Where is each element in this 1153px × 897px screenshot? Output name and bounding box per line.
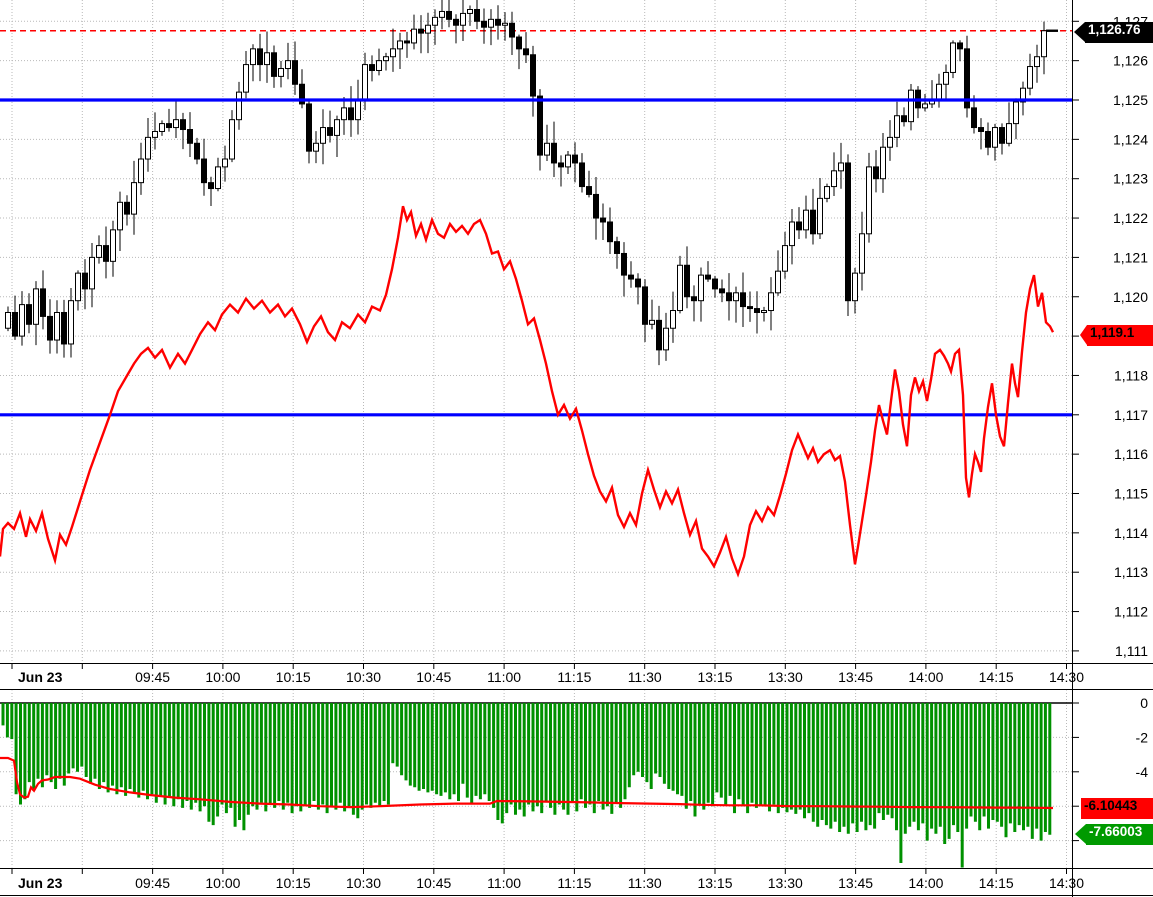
svg-text:1,124: 1,124 <box>1113 131 1148 147</box>
left-arrow-icon <box>1080 325 1087 345</box>
svg-text:-2: -2 <box>1136 729 1149 745</box>
svg-text:10:30: 10:30 <box>346 875 381 891</box>
svg-text:14:30: 14:30 <box>1049 669 1084 685</box>
svg-text:11:15: 11:15 <box>557 669 591 685</box>
svg-text:-4: -4 <box>1136 764 1149 780</box>
time-axis-lower-labels: Jun 23 09:45 10:00 10:15 10:30 10:45 11:00 11:1… <box>18 875 1084 891</box>
histogram-bars <box>1 703 1052 868</box>
indicator-green-value-tag: -7.66003 <box>1075 824 1153 845</box>
last-price-tag-text: 1,126.76 <box>1088 22 1141 37</box>
candles-layer <box>5 0 1047 366</box>
indicator-green-tag-text: -7.66003 <box>1089 824 1143 839</box>
svg-text:14:00: 14:00 <box>908 875 943 891</box>
date-label: Jun 23 <box>18 669 63 685</box>
svg-text:1,126: 1,126 <box>1113 53 1148 69</box>
indicator-red-value-tag: -6.10443 <box>1081 798 1153 819</box>
svg-text:14:00: 14:00 <box>908 669 943 685</box>
svg-text:14:15: 14:15 <box>979 875 1014 891</box>
svg-text:1,113: 1,113 <box>1114 564 1148 580</box>
svg-text:10:15: 10:15 <box>276 875 311 891</box>
left-arrow-icon <box>1075 824 1086 844</box>
svg-text:1,118: 1,118 <box>1114 367 1148 383</box>
svg-text:13:30: 13:30 <box>768 669 803 685</box>
svg-text:1,121: 1,121 <box>1113 249 1148 265</box>
svg-text:1,116: 1,116 <box>1114 446 1148 462</box>
price-panel <box>0 0 1072 663</box>
svg-text:09:45: 09:45 <box>135 669 170 685</box>
price-gridlines <box>0 0 1072 663</box>
svg-text:1,112: 1,112 <box>1114 604 1148 620</box>
svg-text:1,115: 1,115 <box>1114 486 1148 502</box>
svg-text:0: 0 <box>1140 695 1148 711</box>
svg-text:11:15: 11:15 <box>557 875 591 891</box>
red-overlay-line <box>0 205 1055 578</box>
svg-text:1,114: 1,114 <box>1114 525 1148 541</box>
svg-text:11:00: 11:00 <box>487 669 521 685</box>
svg-text:11:00: 11:00 <box>487 875 521 891</box>
svg-text:10:15: 10:15 <box>276 669 311 685</box>
svg-text:13:15: 13:15 <box>697 875 732 891</box>
indicator-panel <box>0 690 1072 868</box>
left-arrow-icon <box>1074 22 1085 42</box>
svg-text:1,120: 1,120 <box>1113 289 1148 305</box>
svg-text:1,125: 1,125 <box>1113 92 1148 108</box>
svg-text:1,122: 1,122 <box>1113 210 1148 226</box>
svg-text:10:30: 10:30 <box>346 669 381 685</box>
svg-text:11:30: 11:30 <box>628 875 662 891</box>
svg-text:13:15: 13:15 <box>697 669 732 685</box>
svg-text:11:30: 11:30 <box>628 669 662 685</box>
overlay-price-tag-text: 1,119.1 <box>1090 325 1135 340</box>
indicator-red-tag-text: -6.10443 <box>1084 798 1138 813</box>
svg-text:10:45: 10:45 <box>416 669 451 685</box>
svg-text:09:45: 09:45 <box>135 875 170 891</box>
svg-text:1,123: 1,123 <box>1113 171 1148 187</box>
svg-text:14:30: 14:30 <box>1049 875 1084 891</box>
overlay-price-tag: 1,119.1 <box>1080 325 1153 346</box>
svg-text:10:00: 10:00 <box>205 669 240 685</box>
svg-text:14:15: 14:15 <box>979 669 1014 685</box>
svg-text:10:00: 10:00 <box>205 875 240 891</box>
indicator-red-line <box>0 756 1054 810</box>
svg-text:13:45: 13:45 <box>838 875 873 891</box>
date-label: Jun 23 <box>18 875 63 891</box>
svg-text:1,111: 1,111 <box>1115 643 1148 659</box>
last-price-tag: 1,126.76 <box>1074 22 1153 43</box>
svg-text:1,117: 1,117 <box>1114 407 1148 423</box>
svg-text:13:45: 13:45 <box>838 669 873 685</box>
svg-text:13:30: 13:30 <box>768 875 803 891</box>
price-axis-labels: 1,1271,1261,1251,1241,1231,1221,1211,120… <box>1113 13 1149 780</box>
svg-text:10:45: 10:45 <box>416 875 451 891</box>
time-axis-main-labels: Jun 23 09:45 10:00 10:15 10:30 10:45 11:00 11:1… <box>18 669 1084 685</box>
